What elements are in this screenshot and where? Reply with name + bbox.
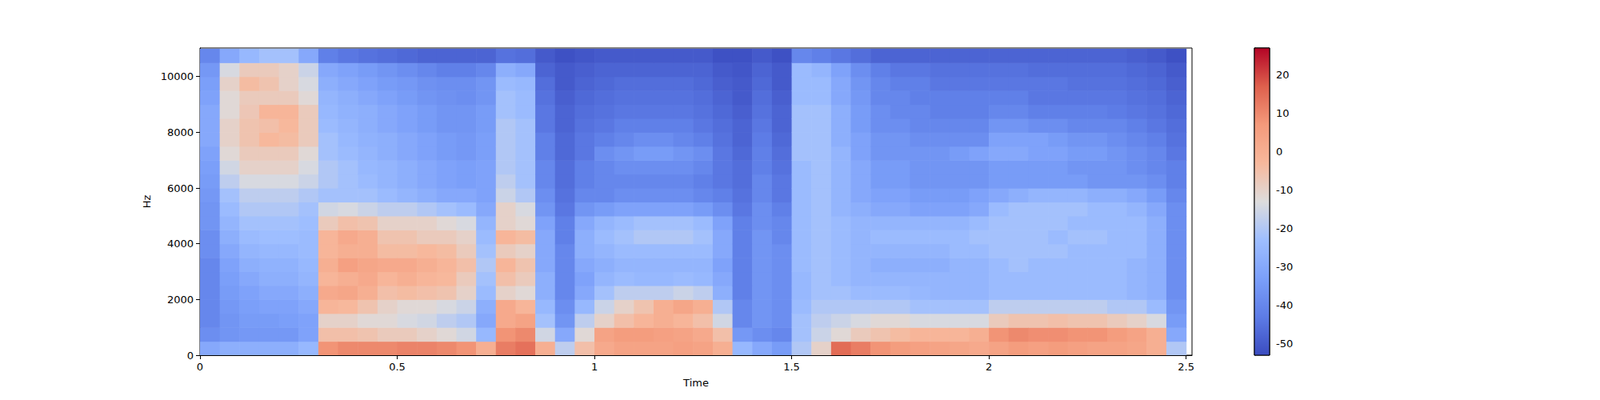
svg-text:Hz: Hz — [140, 195, 153, 209]
svg-text:-50: -50 — [1276, 337, 1293, 350]
svg-text:2.5: 2.5 — [1177, 360, 1195, 373]
svg-text:20: 20 — [1276, 68, 1290, 81]
svg-text:2000: 2000 — [167, 293, 194, 306]
svg-text:6000: 6000 — [167, 182, 194, 195]
svg-text:-10: -10 — [1276, 184, 1293, 196]
svg-text:4000: 4000 — [167, 237, 194, 250]
svg-text:0: 0 — [196, 360, 204, 373]
svg-text:10000: 10000 — [160, 70, 194, 83]
svg-text:-40: -40 — [1276, 299, 1293, 312]
svg-text:2: 2 — [985, 360, 992, 373]
svg-text:8000: 8000 — [167, 126, 194, 139]
svg-text:0.5: 0.5 — [388, 360, 406, 373]
svg-text:Time: Time — [682, 376, 709, 389]
svg-text:10: 10 — [1276, 107, 1290, 120]
svg-text:0: 0 — [187, 349, 194, 362]
svg-text:1: 1 — [591, 360, 598, 373]
svg-text:1.5: 1.5 — [783, 360, 800, 373]
svg-text:-20: -20 — [1276, 222, 1293, 235]
svg-text:-30: -30 — [1276, 260, 1293, 273]
svg-text:0: 0 — [1276, 145, 1283, 158]
